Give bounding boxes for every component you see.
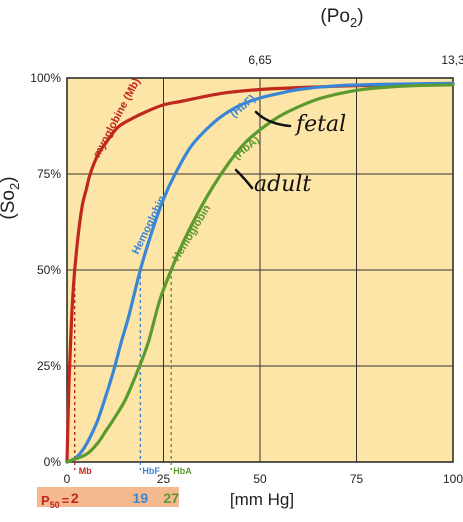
grid-lines: [66, 77, 454, 463]
x-tick-label-2: 50: [253, 472, 267, 486]
top-tick-label-0: 6,65: [248, 53, 272, 67]
adult-annotation-stroke: [234, 168, 254, 190]
p50-guides: Mb 2 HbF 19 HbA 27: [71, 270, 192, 506]
p50-label: P50 =: [41, 493, 70, 510]
x-tick-label-4: 100: [443, 472, 463, 486]
y-tick-label-3: 75%: [37, 167, 61, 181]
p50-tag-HbF: HbF: [142, 466, 160, 476]
y-tick-label-2: 50%: [37, 263, 61, 277]
p50-strip: [37, 487, 179, 507]
series-line-1: [65, 81, 455, 464]
x-tick-label-0: 0: [64, 472, 71, 486]
top-axis-title: (Po2): [320, 6, 363, 30]
y-tick-label-1: 25%: [37, 359, 61, 373]
y-tick-label-0: 0%: [44, 455, 62, 469]
p50-value-HbA: 27: [163, 490, 179, 506]
p50-value-Mb: 2: [71, 490, 79, 506]
fetal-annotation: fetal: [294, 112, 346, 137]
axis-ticks: 0 25 50 75 100 0% 25% 50% 75% 100% 6,65 13,3: [30, 53, 463, 486]
p50-value-HbF: 19: [133, 490, 149, 506]
p50-tag-HbA: HbA: [173, 466, 192, 476]
top-tick-label-1: 13,3: [441, 53, 463, 67]
x-axis-label: [mm Hg]: [230, 490, 294, 509]
x-tick-label-1: 25: [157, 472, 171, 486]
plot-frame: [66, 77, 454, 463]
series-group: myoglobine (Mb)Hemoglobin(HbF)Hemoglobin…: [65, 76, 455, 464]
adult-annotation: adult: [254, 172, 311, 197]
series-line-0: [65, 82, 455, 464]
y-axis-title: (So2): [0, 176, 22, 219]
p50-tag-Mb: Mb: [79, 466, 92, 476]
series-line-2: [65, 83, 455, 464]
y-tick-label-4: 100%: [30, 71, 61, 85]
fetal-annotation-stroke: [254, 110, 292, 128]
x-tick-label-3: 75: [350, 472, 364, 486]
